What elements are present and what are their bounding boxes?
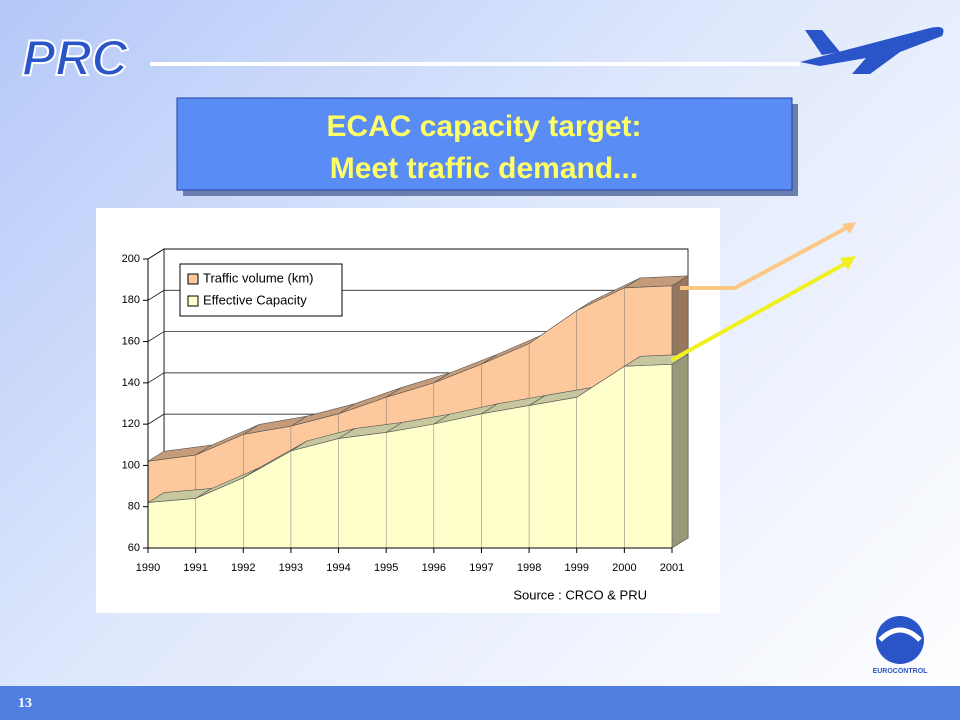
plane-icon: [800, 27, 944, 74]
org-name: EUROCONTROL: [873, 668, 929, 675]
chart-subtitle: Meet traffic demand...: [330, 152, 638, 185]
legend-label: Effective Capacity: [203, 292, 307, 307]
area-side-face: [671, 353, 689, 549]
legend-label: Traffic volume (km): [203, 270, 314, 285]
x-tick-label: 1995: [374, 562, 398, 574]
x-tick-label: 1990: [136, 562, 160, 574]
x-tick-label: 1993: [279, 562, 303, 574]
x-tick-label: 1996: [422, 562, 446, 574]
y-tick-label: 180: [122, 294, 140, 306]
grid-line: [147, 289, 688, 301]
x-tick-label: 1998: [517, 562, 541, 574]
traffic-arrow: [680, 224, 851, 290]
grid-line: [147, 331, 688, 342]
grid-line: [147, 248, 688, 260]
y-tick-label: 140: [122, 377, 140, 389]
x-tick-label: 1991: [183, 562, 207, 574]
x-tick-label: 1992: [231, 562, 255, 574]
traffic-arrowhead: [842, 222, 856, 234]
legend-swatch: [187, 273, 199, 285]
capacity-arrow: [671, 260, 849, 362]
x-tick-label: 1994: [326, 562, 350, 574]
logo: PRC: [22, 30, 128, 86]
x-tick-label: 2000: [612, 562, 636, 574]
title-box: [176, 97, 793, 191]
y-tick-label: 100: [122, 459, 140, 471]
legend-swatch: [187, 295, 199, 307]
chart-title: ECAC capacity target:: [326, 110, 641, 143]
x-tick-label: 1999: [564, 562, 588, 574]
source-note: Source : CRCO & PRU: [513, 587, 647, 602]
y-tick-label: 60: [128, 542, 140, 554]
page-number: 13: [18, 696, 32, 711]
eurocontrol-logo: EUROCONTROL: [873, 616, 929, 675]
plot: 60 80 100 120 140 160 180 200 1990 1991 1992 1993 19…: [122, 248, 690, 574]
capacity-arrowhead: [840, 256, 856, 270]
y-tick-label: 160: [122, 335, 140, 347]
legend-box: [179, 263, 343, 317]
x-tick-label: 2001: [660, 562, 684, 574]
y-tick-label: 120: [122, 418, 140, 430]
footer-bar: [0, 686, 960, 720]
y-tick-label: 80: [128, 501, 140, 513]
x-tick-label: 1997: [469, 562, 493, 574]
y-tick-label: 200: [122, 253, 140, 265]
